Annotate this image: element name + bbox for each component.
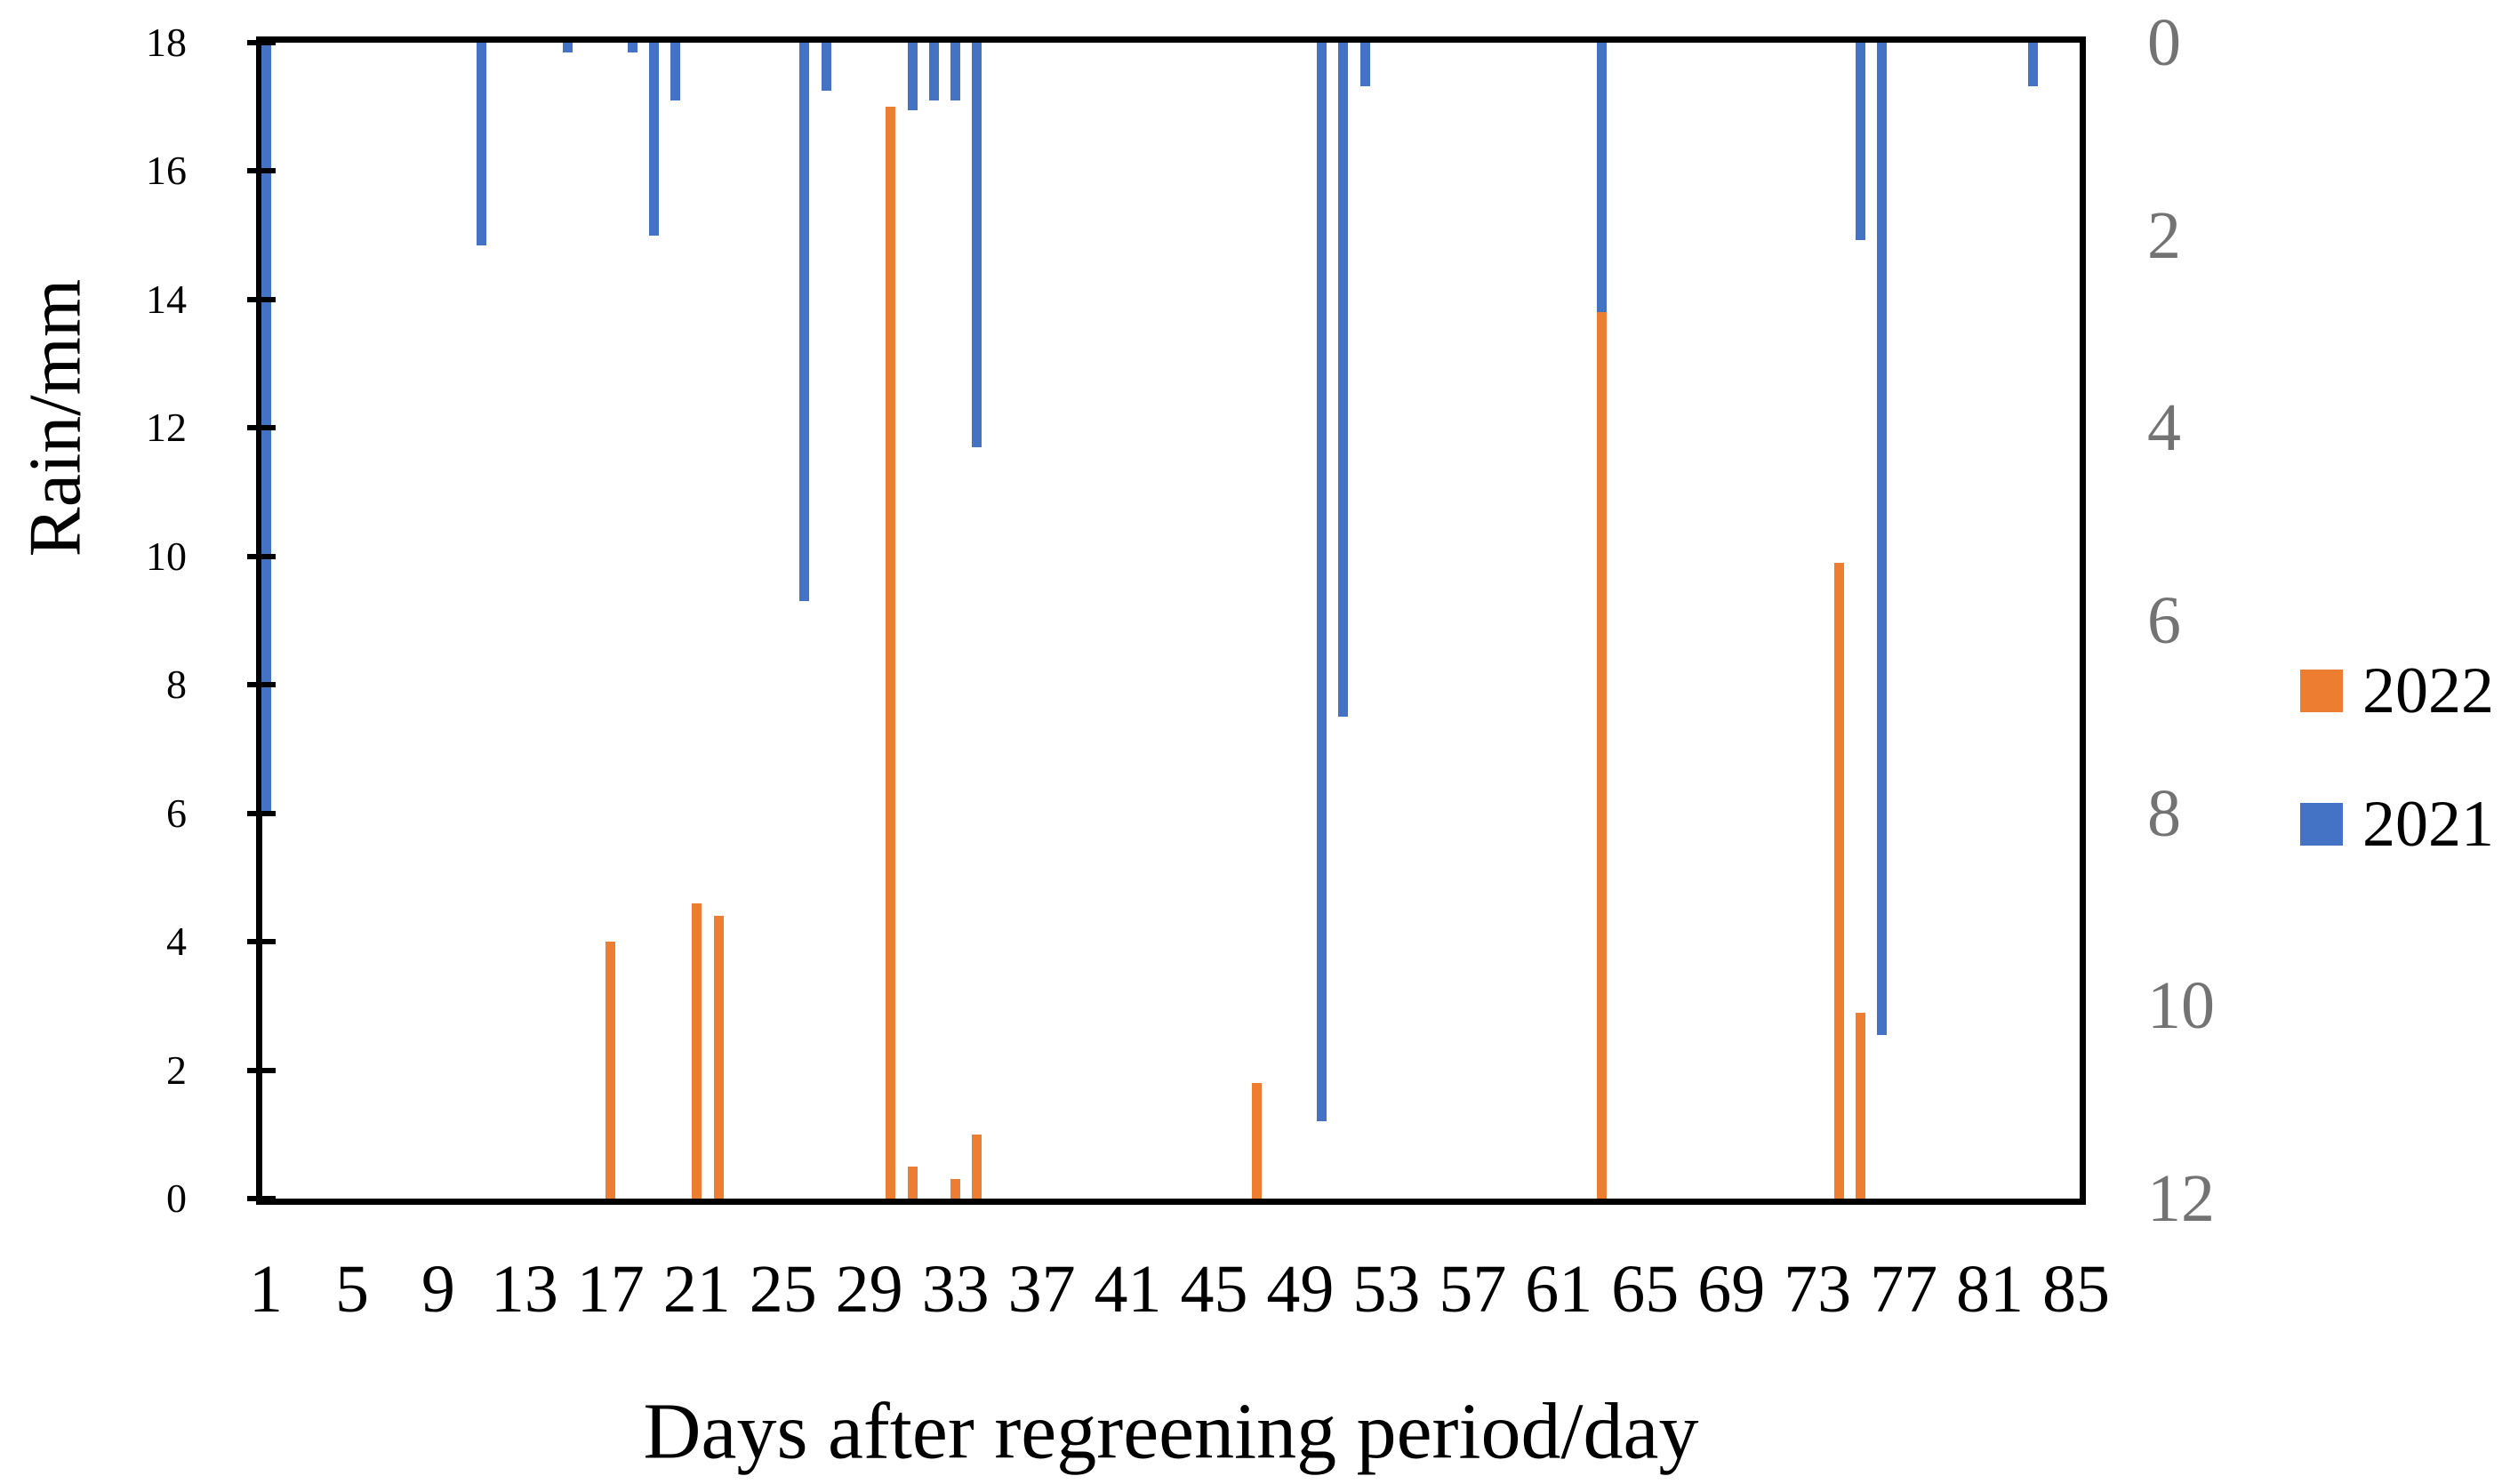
- bar-2021-day-15: [562, 43, 573, 52]
- x-axis-label-65: 65: [1611, 1252, 1680, 1327]
- legend-label-2021: 2021: [2362, 788, 2494, 861]
- left-axis-tick-2: [247, 1067, 276, 1073]
- left-axis-tick-12: [247, 425, 276, 431]
- bar-2022-day-17: [605, 942, 616, 1199]
- x-axis-title: Days after regreening period/day: [643, 1387, 1699, 1476]
- bar-2021-day-75: [1856, 43, 1866, 241]
- bar-2022-day-47: [1252, 1083, 1263, 1199]
- bar-2021-day-51: [1338, 43, 1349, 718]
- legend-item-2022: 2022: [2300, 658, 2494, 724]
- bar-2021-day-83: [2028, 43, 2039, 86]
- left-axis-tick-6: [247, 810, 276, 816]
- bar-2021-day-31: [907, 43, 918, 110]
- left-axis-label-14: 14: [146, 276, 187, 322]
- right-axis-label-6: 6: [2147, 583, 2181, 658]
- bar-2022-day-75: [1856, 1012, 1866, 1199]
- x-axis-label-73: 73: [1784, 1252, 1852, 1327]
- legend-label-2022: 2022: [2362, 654, 2494, 727]
- bar-2021-day-52: [1359, 43, 1370, 86]
- bar-2021-day-26: [799, 43, 810, 602]
- bar-2021-day-33: [950, 43, 961, 100]
- bar-2022-day-21: [692, 902, 702, 1199]
- right-axis-label-10: 10: [2147, 968, 2215, 1044]
- bar-2021-day-11: [476, 43, 486, 245]
- x-axis-label-25: 25: [749, 1252, 817, 1327]
- x-axis-label-53: 53: [1352, 1252, 1421, 1327]
- left-axis-tick-16: [247, 168, 276, 174]
- x-axis-label-77: 77: [1870, 1252, 1938, 1327]
- bar-2022-day-30: [886, 107, 896, 1199]
- bar-2021-day-20: [670, 43, 681, 100]
- legend-item-2021: 2021: [2300, 791, 2494, 857]
- x-axis-label-21: 21: [662, 1252, 731, 1327]
- x-axis-label-45: 45: [1180, 1252, 1248, 1327]
- x-axis-label-41: 41: [1094, 1252, 1162, 1327]
- bar-2021-day-18: [627, 43, 638, 52]
- bar-2021-day-34: [972, 43, 982, 447]
- bar-2022-day-63: [1597, 312, 1608, 1199]
- left-axis-label-10: 10: [146, 533, 187, 579]
- bar-2022-day-34: [972, 1134, 982, 1199]
- x-axis-label-49: 49: [1266, 1252, 1335, 1327]
- x-axis-label-5: 5: [334, 1252, 369, 1327]
- x-axis-label-61: 61: [1525, 1252, 1593, 1327]
- left-axis-label-18: 18: [146, 20, 187, 65]
- left-axis-tick-14: [247, 296, 276, 302]
- x-axis-label-57: 57: [1439, 1252, 1507, 1327]
- right-axis-label-2: 2: [2147, 197, 2181, 273]
- bar-2021-day-19: [648, 43, 659, 236]
- bar-2022-day-74: [1833, 563, 1844, 1199]
- x-axis-label-13: 13: [490, 1252, 558, 1327]
- x-axis-label-9: 9: [421, 1252, 455, 1327]
- left-axis-label-6: 6: [166, 790, 187, 836]
- x-axis-label-37: 37: [1007, 1252, 1076, 1327]
- x-axis-label-29: 29: [835, 1252, 903, 1327]
- right-axis-label-0: 0: [2147, 5, 2181, 80]
- legend-swatch-2022: [2300, 670, 2343, 712]
- left-axis-label-2: 2: [166, 1047, 187, 1093]
- left-axis-tick-0: [247, 1196, 276, 1201]
- left-axis-label-16: 16: [146, 148, 187, 194]
- right-axis-label-12: 12: [2147, 1161, 2215, 1236]
- legend-swatch-2021: [2300, 803, 2343, 846]
- x-axis-label-33: 33: [921, 1252, 990, 1327]
- bar-2022-day-33: [950, 1179, 961, 1199]
- bar-2021-day-27: [821, 43, 831, 92]
- left-axis-label-12: 12: [146, 405, 187, 451]
- left-axis-label-0: 0: [166, 1175, 187, 1221]
- left-axis-label-8: 8: [166, 662, 187, 708]
- bar-2021-day-76: [1877, 43, 1888, 1035]
- left-axis-tick-8: [247, 682, 276, 688]
- bar-2021-day-32: [928, 43, 939, 100]
- left-axis-tick-4: [247, 939, 276, 945]
- right-axis-label-8: 8: [2147, 775, 2181, 851]
- bar-2022-day-31: [907, 1166, 918, 1199]
- left-axis-label-4: 4: [166, 918, 187, 965]
- bar-2022-day-22: [713, 916, 724, 1199]
- x-axis-label-85: 85: [2042, 1252, 2110, 1327]
- right-axis-label-4: 4: [2147, 390, 2181, 466]
- x-axis-label-69: 69: [1697, 1252, 1766, 1327]
- left-axis-tick-10: [247, 553, 276, 559]
- plot-area: [256, 36, 2086, 1205]
- x-axis-label-1: 1: [249, 1252, 283, 1327]
- left-axis-tick-18: [247, 40, 276, 45]
- bar-2021-day-50: [1317, 43, 1327, 1122]
- bar-2021-day-63: [1597, 43, 1608, 313]
- x-axis-label-81: 81: [1956, 1252, 2025, 1327]
- x-axis-label-17: 17: [576, 1252, 645, 1327]
